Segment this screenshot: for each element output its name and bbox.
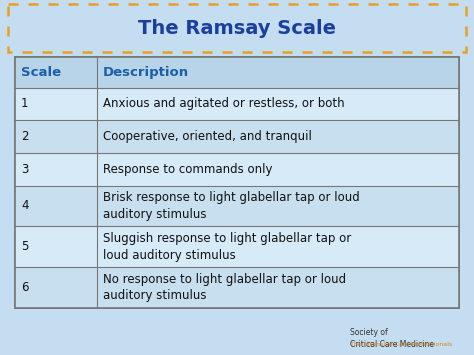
Bar bbox=[15, 120, 459, 153]
Text: Brisk response to light glabellar tap or loud
auditory stimulus: Brisk response to light glabellar tap or… bbox=[103, 191, 360, 221]
Text: The Ramsay Scale: The Ramsay Scale bbox=[138, 18, 336, 38]
Text: Description: Description bbox=[103, 66, 189, 79]
Text: The Intensive Care Professionals: The Intensive Care Professionals bbox=[350, 342, 452, 347]
Text: Scale: Scale bbox=[21, 66, 61, 79]
Text: Sluggish response to light glabellar tap or
loud auditory stimulus: Sluggish response to light glabellar tap… bbox=[103, 232, 351, 262]
Bar bbox=[15, 186, 459, 226]
Bar bbox=[15, 153, 459, 186]
Text: 6: 6 bbox=[21, 281, 28, 294]
Bar bbox=[15, 88, 459, 120]
Text: No response to light glabellar tap or loud
auditory stimulus: No response to light glabellar tap or lo… bbox=[103, 273, 346, 302]
Bar bbox=[15, 226, 459, 267]
Text: 4: 4 bbox=[21, 200, 28, 212]
Text: Response to commands only: Response to commands only bbox=[103, 163, 273, 176]
Bar bbox=[15, 57, 459, 308]
Text: 1: 1 bbox=[21, 97, 28, 110]
Text: Cooperative, oriented, and tranquil: Cooperative, oriented, and tranquil bbox=[103, 130, 312, 143]
Text: Society of
Critical Care Medicine: Society of Critical Care Medicine bbox=[350, 328, 434, 349]
Text: 3: 3 bbox=[21, 163, 28, 176]
Bar bbox=[15, 57, 459, 308]
Bar bbox=[15, 57, 459, 88]
Text: 5: 5 bbox=[21, 240, 28, 253]
Bar bbox=[15, 267, 459, 308]
Text: 2: 2 bbox=[21, 130, 28, 143]
Text: Anxious and agitated or restless, or both: Anxious and agitated or restless, or bot… bbox=[103, 97, 345, 110]
